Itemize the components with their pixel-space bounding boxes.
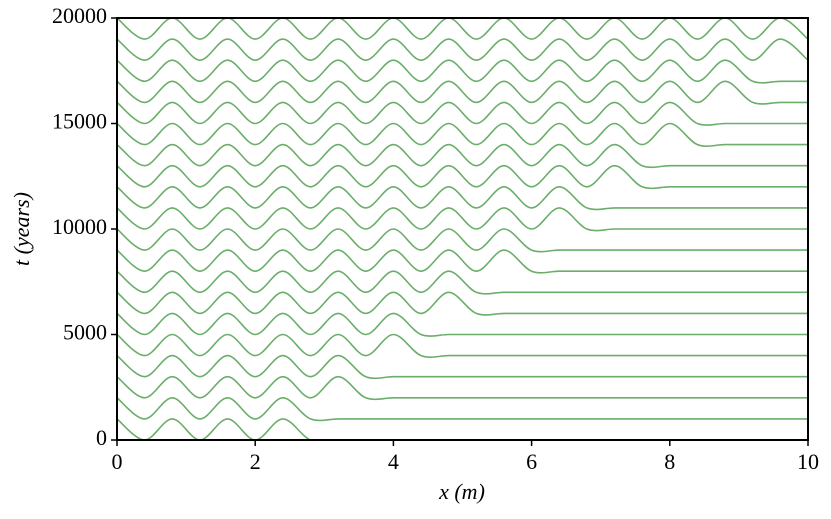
- x-tick-label: 6: [526, 449, 537, 474]
- data-line: [117, 270, 808, 295]
- x-tick-label: 4: [388, 449, 399, 474]
- x-axis-label: x (m): [438, 479, 485, 504]
- data-line: [117, 164, 808, 190]
- data-line: [117, 418, 808, 440]
- y-tick-label: 10000: [52, 214, 107, 239]
- data-line: [117, 143, 808, 169]
- y-tick-label: 5000: [63, 320, 107, 345]
- x-tick-label: 10: [797, 449, 819, 474]
- data-line: [117, 38, 808, 62]
- data-line: [117, 333, 808, 358]
- data-line: [117, 18, 808, 40]
- data-line: [117, 291, 808, 316]
- data-line: [117, 207, 808, 232]
- y-axis-label: t (years): [9, 192, 34, 266]
- data-line: [117, 312, 808, 337]
- y-tick-label: 20000: [52, 3, 107, 28]
- data-line: [117, 396, 808, 422]
- data-line: [117, 375, 808, 401]
- data-line: [117, 354, 808, 380]
- data-line: [117, 228, 808, 253]
- data-line: [117, 80, 808, 105]
- data-line: [117, 59, 808, 84]
- data-line: [117, 249, 808, 274]
- data-line: [117, 122, 808, 147]
- x-tick-label: 8: [664, 449, 675, 474]
- x-tick-label: 0: [112, 449, 123, 474]
- data-line: [117, 185, 808, 211]
- y-tick-label: 0: [96, 425, 107, 450]
- plot-lines: [117, 18, 808, 440]
- x-tick-label: 2: [250, 449, 261, 474]
- y-tick-label: 15000: [52, 109, 107, 134]
- data-line: [117, 101, 808, 126]
